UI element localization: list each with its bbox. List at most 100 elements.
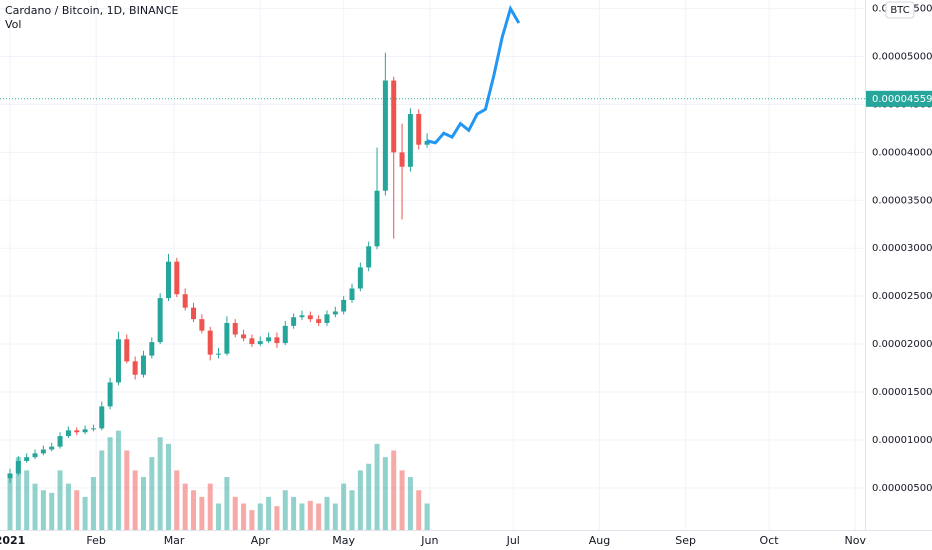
- volume-bar: [49, 492, 55, 530]
- candle-body: [132, 361, 138, 375]
- candle-body: [291, 317, 297, 326]
- volume-bar: [391, 450, 397, 530]
- candle-body: [182, 294, 188, 308]
- volume-bar: [74, 490, 80, 530]
- volume-bar: [140, 477, 146, 530]
- last-price-box: [866, 90, 932, 107]
- candle-body: [65, 430, 71, 437]
- last-price-label: 0.00004559: [872, 94, 932, 105]
- candle-body: [32, 453, 38, 458]
- volume-bar: [157, 437, 163, 530]
- volume-bar: [257, 503, 263, 530]
- candle-body: [15, 460, 21, 474]
- volume-bar: [115, 430, 121, 530]
- candle-body: [282, 325, 288, 344]
- volume-bar: [207, 483, 213, 530]
- volume-bar: [174, 470, 180, 530]
- candle-body: [357, 267, 363, 289]
- volume-bar: [15, 457, 21, 530]
- candle-body: [149, 342, 155, 356]
- chart-title: Cardano / Bitcoin, 1D, BINANCE: [5, 4, 179, 17]
- candle-body: [207, 330, 213, 355]
- volume-bar: [40, 490, 46, 530]
- candle-body: [266, 337, 272, 342]
- volume-bar: [199, 496, 205, 530]
- volume-bar: [299, 503, 305, 530]
- candle-body: [424, 140, 430, 145]
- candle-body: [382, 80, 388, 191]
- candle-body: [391, 80, 397, 153]
- y-tick-label: 0.00005000: [872, 52, 932, 63]
- volume-bar: [399, 470, 405, 530]
- candle-body: [191, 307, 197, 320]
- y-tick-label: 0.00004000: [872, 147, 932, 158]
- candle-body: [124, 339, 130, 362]
- currency-box: [885, 1, 915, 19]
- candle-body: [82, 429, 88, 433]
- x-tick-label: 2021: [0, 534, 25, 547]
- x-tick-label: Apr: [251, 534, 271, 547]
- volume-bar: [216, 503, 222, 530]
- candle-body: [341, 299, 347, 312]
- volume-bar: [99, 450, 105, 530]
- x-tick-label: Sep: [675, 534, 696, 547]
- volume-bar: [182, 483, 188, 530]
- volume-bar: [232, 496, 238, 530]
- y-tick-label: 0.00003000: [872, 243, 932, 254]
- volume-bar: [241, 503, 247, 530]
- candle-body: [349, 288, 355, 300]
- candle-body: [40, 449, 46, 454]
- volume-bar: [249, 510, 255, 530]
- candle-body: [174, 261, 180, 295]
- volume-bar: [32, 483, 38, 530]
- y-tick-label: 0.00003500: [872, 195, 932, 206]
- volume-bar: [132, 470, 138, 530]
- x-tick-label: Jul: [506, 534, 520, 547]
- volume-bar: [324, 496, 330, 530]
- candle-body: [274, 337, 280, 344]
- volume-bar: [82, 496, 88, 530]
- candle-body: [316, 319, 322, 323]
- candle-body: [74, 430, 80, 433]
- volume-bar: [7, 477, 13, 530]
- projection-line: [426, 4, 521, 145]
- y-tick-label: 0.00002500: [872, 291, 932, 302]
- volume-bar: [274, 506, 280, 530]
- volume-bar: [191, 490, 197, 530]
- candle-body: [241, 334, 247, 339]
- candle-body: [140, 355, 146, 375]
- candle-body: [107, 382, 113, 407]
- currency-label: BTC: [890, 5, 909, 16]
- volume-bar: [341, 483, 347, 530]
- volume-bar: [316, 503, 322, 530]
- candle-body: [49, 446, 55, 450]
- candle-body: [224, 322, 230, 354]
- candle-body: [216, 353, 222, 355]
- volume-bar: [165, 443, 171, 530]
- candle-body: [399, 152, 405, 167]
- candle-body: [332, 311, 338, 315]
- volume-bar: [424, 503, 430, 530]
- x-tick-label: Nov: [845, 534, 867, 547]
- volume-bar: [57, 470, 63, 530]
- candle-body: [416, 114, 422, 145]
- candle-body: [232, 322, 238, 335]
- y-tick-label: 0.00001500: [872, 387, 932, 398]
- volume-bar: [24, 470, 30, 530]
- volume-bar: [124, 450, 130, 530]
- x-tick-label: Mar: [164, 534, 185, 547]
- candle-body: [257, 341, 263, 345]
- volume-bar: [65, 483, 71, 530]
- candle-body: [115, 339, 121, 383]
- candle-body: [157, 298, 163, 343]
- volume-bar: [107, 437, 113, 530]
- candle-body: [324, 314, 330, 323]
- candle-body: [407, 114, 413, 167]
- volume-legend: Vol: [5, 18, 21, 31]
- candle-body: [299, 315, 305, 318]
- candle-body: [199, 319, 205, 331]
- volume-bar: [307, 500, 313, 530]
- volume-bar: [349, 490, 355, 530]
